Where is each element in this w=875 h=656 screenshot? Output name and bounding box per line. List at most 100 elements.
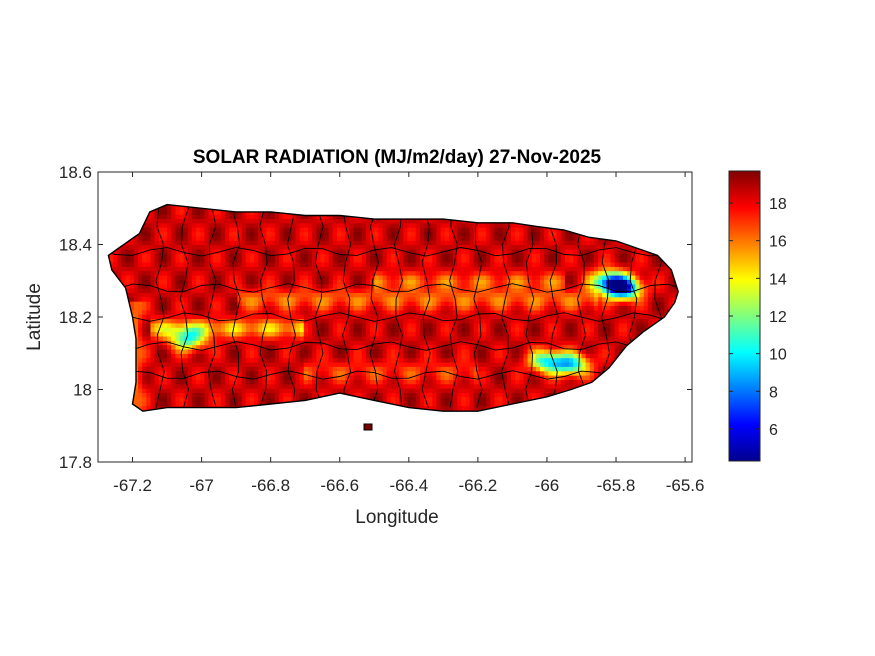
heat-cell (386, 274, 392, 280)
heat-cell (453, 314, 458, 320)
heat-cell (133, 244, 139, 250)
heat-cell (241, 357, 247, 363)
heat-cell (461, 361, 466, 367)
heat-cell (308, 383, 313, 389)
heat-cell (208, 331, 214, 337)
heat-cell (465, 261, 471, 267)
heat-cell (353, 327, 359, 333)
heat-cell (341, 222, 346, 228)
heat-cell (366, 331, 371, 337)
heat-cell (324, 309, 330, 315)
heat-cell (324, 231, 330, 237)
heat-cell (473, 270, 479, 276)
heat-cell (361, 270, 367, 276)
heat-cell (502, 327, 508, 333)
heat-cell (229, 240, 234, 246)
heat-cell (316, 357, 321, 363)
heat-cell (395, 348, 400, 354)
heat-cell (482, 340, 487, 346)
heat-cell (196, 401, 201, 407)
heat-cell (332, 370, 338, 376)
heat-cell (477, 396, 483, 402)
heat-cell (212, 379, 218, 385)
heat-cell (403, 270, 408, 276)
heat-cell (465, 383, 471, 389)
heat-cell (378, 348, 384, 354)
heat-cell (179, 283, 185, 289)
heat-cell (196, 340, 201, 346)
heat-cell (461, 261, 466, 267)
heat-cell (158, 283, 164, 289)
heat-cell (465, 370, 471, 376)
heat-cell (341, 218, 346, 224)
heat-cell (370, 231, 375, 237)
heat-cell (341, 292, 346, 298)
heat-cell (262, 288, 268, 293)
heat-cell (440, 327, 446, 333)
heat-cell (424, 370, 429, 376)
heat-cell (196, 274, 201, 280)
heat-cell (506, 331, 512, 337)
heat-cell (403, 361, 408, 367)
heat-cell (403, 331, 408, 337)
heat-cell (303, 231, 309, 237)
heat-cell (353, 322, 359, 328)
heat-cell (154, 296, 160, 302)
heat-cell (154, 240, 160, 246)
heat-cell (432, 327, 437, 333)
heat-cell (490, 235, 495, 241)
heat-cell (167, 296, 172, 302)
heat-cell (477, 235, 483, 241)
heat-cell (390, 227, 396, 233)
heat-cell (366, 335, 371, 341)
heat-cell (303, 301, 309, 306)
heat-cell (366, 288, 371, 293)
heat-cell (411, 288, 417, 293)
heat-cell (490, 344, 495, 350)
heat-cell (448, 309, 454, 315)
heat-cell (353, 318, 359, 324)
heat-cell (453, 288, 458, 293)
heat-cell (428, 379, 433, 385)
heat-cell (361, 357, 367, 363)
heat-cell (250, 248, 255, 254)
heat-cell (266, 357, 272, 363)
heat-cell (154, 266, 160, 272)
heat-cell (477, 401, 483, 407)
heat-cell (229, 318, 234, 324)
heat-cell (225, 396, 230, 402)
heat-cell (465, 392, 471, 398)
heat-cell (403, 353, 408, 359)
heat-cell (457, 383, 462, 389)
heat-cell (428, 340, 433, 346)
heat-cell (353, 235, 359, 241)
heat-cell (158, 366, 164, 372)
heat-cell (245, 340, 251, 346)
heat-cell (378, 227, 384, 233)
heat-cell (341, 327, 346, 333)
heat-cell (308, 388, 313, 393)
heat-cell (279, 292, 284, 298)
heat-cell (204, 270, 210, 276)
heat-cell (469, 405, 475, 411)
heat-cell (411, 309, 417, 315)
heat-cell (411, 314, 417, 320)
heat-cell (357, 392, 363, 398)
heat-cell (415, 361, 421, 367)
heat-cell (262, 296, 268, 302)
heat-cell (158, 253, 164, 259)
heat-cell (196, 309, 201, 315)
heat-cell (477, 348, 483, 354)
heat-cell (320, 305, 326, 311)
heat-cell (129, 296, 135, 302)
heat-cell (353, 270, 359, 276)
heat-cell (308, 235, 313, 241)
heat-cell (308, 301, 313, 306)
heat-cell (490, 231, 495, 237)
heat-cell (428, 318, 433, 324)
heat-cell (436, 357, 442, 363)
heat-cell (250, 396, 255, 402)
heat-cell (279, 357, 284, 363)
heat-cell (382, 383, 388, 389)
heat-cell (502, 370, 508, 376)
